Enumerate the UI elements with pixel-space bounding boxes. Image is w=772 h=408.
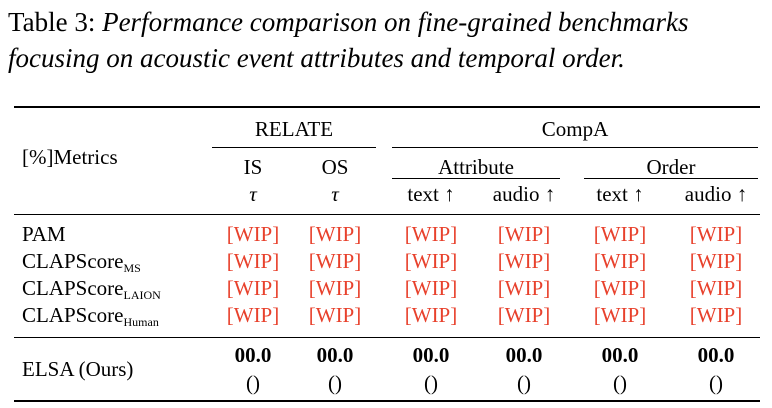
table-cell: [WIP] xyxy=(308,276,362,300)
ours-value: 00.0 xyxy=(412,343,450,367)
table-cell: [WIP] xyxy=(226,249,280,273)
ours-value: 00.0 xyxy=(316,343,354,367)
table-cell: [WIP] xyxy=(689,303,743,327)
ours-subvalue: () xyxy=(328,371,342,395)
caption-text: Performance comparison on fine-grained b… xyxy=(8,7,689,73)
table-cell: [WIP] xyxy=(308,303,362,327)
group-compa: CompA xyxy=(541,117,609,141)
ours-value: 00.0 xyxy=(697,343,735,367)
ours-subvalue: () xyxy=(424,371,438,395)
table-cell: [WIP] xyxy=(404,249,458,273)
table-cell: [WIP] xyxy=(404,222,458,246)
ours-subvalue: () xyxy=(517,371,531,395)
table-cell: [WIP] xyxy=(226,222,280,246)
top-rule xyxy=(14,106,760,108)
order-cmidrule xyxy=(584,178,758,179)
col-attr-audio: audio ↑ xyxy=(492,182,556,206)
compa-cmidrule xyxy=(392,147,758,148)
table-cell: [WIP] xyxy=(497,303,551,327)
col-order-audio: audio ↑ xyxy=(684,182,748,206)
table-cell: [WIP] xyxy=(497,222,551,246)
ours-value: 00.0 xyxy=(505,343,543,367)
table-cell: [WIP] xyxy=(497,276,551,300)
row-method-name: CLAPScoreMS xyxy=(22,249,141,275)
col-is: IS xyxy=(243,155,263,179)
tau-is: τ xyxy=(249,182,257,206)
row-method-name: PAM xyxy=(22,222,66,246)
row-method-name: CLAPScoreHuman xyxy=(22,303,159,329)
ours-subvalue: () xyxy=(613,371,627,395)
relate-cmidrule xyxy=(212,147,376,148)
table-cell: [WIP] xyxy=(404,276,458,300)
col-order-text: text ↑ xyxy=(596,182,644,206)
ours-subvalue: () xyxy=(709,371,723,395)
table-cell: [WIP] xyxy=(593,222,647,246)
metrics-header: [%]Metrics xyxy=(22,145,118,169)
table-cell: [WIP] xyxy=(593,249,647,273)
table-cell: [WIP] xyxy=(404,303,458,327)
table-cell: [WIP] xyxy=(593,303,647,327)
attribute-cmidrule xyxy=(392,178,560,179)
col-os: OS xyxy=(321,155,349,179)
subgroup-attribute: Attribute xyxy=(438,155,514,179)
table-cell: [WIP] xyxy=(226,303,280,327)
table-cell: [WIP] xyxy=(689,249,743,273)
ours-value: 00.0 xyxy=(601,343,639,367)
table-cell: [WIP] xyxy=(689,276,743,300)
table-cell: [WIP] xyxy=(308,222,362,246)
table-caption: Table 3: Performance comparison on fine-… xyxy=(8,4,768,76)
ours-subvalue: () xyxy=(246,371,260,395)
table-cell: [WIP] xyxy=(308,249,362,273)
table-cell: [WIP] xyxy=(226,276,280,300)
group-relate: RELATE xyxy=(254,117,334,141)
bottom-rule xyxy=(14,400,760,402)
tau-os: τ xyxy=(331,182,339,206)
col-attr-text: text ↑ xyxy=(407,182,455,206)
row-method-name: CLAPScoreLAION xyxy=(22,276,161,302)
header-rule xyxy=(14,214,760,215)
table-cell: [WIP] xyxy=(593,276,647,300)
table-cell: [WIP] xyxy=(497,249,551,273)
ours-method-name: ELSA (Ours) xyxy=(22,357,134,381)
ours-value: 00.0 xyxy=(234,343,272,367)
table-cell: [WIP] xyxy=(689,222,743,246)
caption-label: Table 3: xyxy=(8,7,96,37)
mid-rule xyxy=(14,337,760,338)
subgroup-order: Order xyxy=(646,155,696,179)
